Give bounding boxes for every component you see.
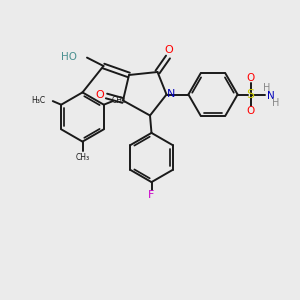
Text: N: N [167, 89, 175, 99]
Text: O: O [164, 45, 173, 56]
Text: O: O [246, 73, 255, 83]
Text: CH₃: CH₃ [76, 153, 90, 162]
Text: S: S [247, 88, 254, 101]
Text: O: O [95, 90, 104, 100]
Text: N: N [267, 91, 275, 101]
Text: CH₃: CH₃ [112, 96, 126, 105]
Text: H₃C: H₃C [32, 96, 46, 105]
Text: H: H [263, 83, 270, 93]
Text: O: O [246, 106, 255, 116]
Text: H: H [272, 98, 279, 108]
Text: F: F [148, 190, 155, 200]
Text: HO: HO [61, 52, 77, 62]
